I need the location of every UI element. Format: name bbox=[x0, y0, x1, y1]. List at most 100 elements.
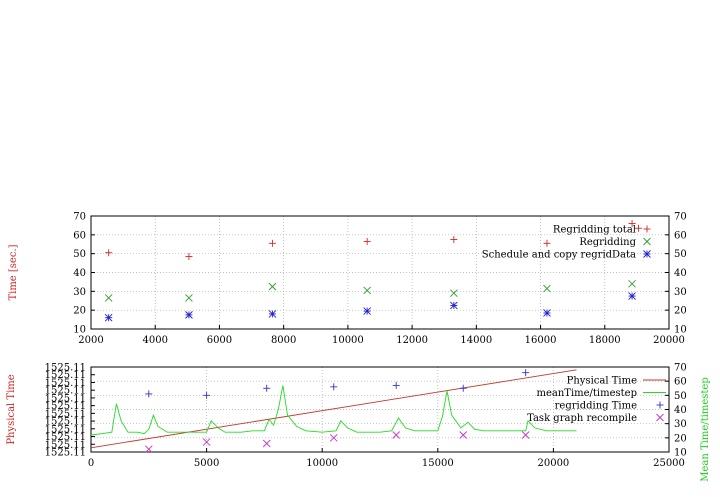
top-ticks: 2000 4000 6000 8000 10000 12000 14000 16000 1800… bbox=[73, 212, 686, 347]
top-series-1-point bbox=[104, 294, 113, 302]
top-series-2-point bbox=[268, 310, 277, 318]
bottom-x-tick-label: 25000 bbox=[653, 458, 685, 469]
top-y-tick-label: 50 bbox=[73, 249, 86, 260]
top-legend-marker-d2 bbox=[643, 237, 651, 246]
top-y2-tick-label: 40 bbox=[674, 268, 687, 279]
top-y2-tick-label: 10 bbox=[674, 325, 687, 336]
bottom-y2-tick-label: 40 bbox=[674, 405, 687, 416]
bottom-y-tick-label: 1525.11 bbox=[45, 448, 86, 459]
bottom-y2-tick-label: 10 bbox=[674, 448, 687, 459]
bottom-series-3-point bbox=[144, 445, 153, 453]
bottom-series-2-point bbox=[459, 384, 467, 392]
top-y2-tick-label: 30 bbox=[674, 287, 687, 298]
bottom-y-tick-label: 1525.11 bbox=[45, 386, 86, 397]
top-y2-tick-label: 70 bbox=[674, 212, 687, 223]
top-series-0-point bbox=[105, 249, 113, 257]
top-series-2-point bbox=[450, 301, 458, 310]
top-series-2-point-d2 bbox=[363, 307, 371, 315]
top-y-tick-label: 30 bbox=[73, 287, 86, 298]
top-series-0-point bbox=[634, 224, 642, 232]
bottom-series-3-point bbox=[459, 431, 468, 439]
top-y2-tick-label: 20 bbox=[674, 306, 687, 317]
bottom-y-tick-label: 1525.11 bbox=[45, 424, 86, 435]
top-series-1-point bbox=[185, 294, 193, 302]
bottom-series-3-point-d2 bbox=[521, 431, 530, 439]
top-y-tick-label: 40 bbox=[73, 268, 86, 279]
top-y-tick-label: 10 bbox=[73, 325, 86, 336]
top-y-tick-label: 70 bbox=[73, 212, 86, 223]
bottom-y-axis-label: Physical Time bbox=[6, 374, 17, 444]
top-series-0-point bbox=[628, 220, 636, 228]
top-x-tick-label: 12000 bbox=[396, 335, 428, 346]
top-legend-label: Schedule and copy regridData bbox=[482, 250, 636, 261]
bottom-series-3-point-d2 bbox=[202, 438, 211, 446]
top-x-tick-label: 20000 bbox=[653, 335, 685, 346]
top-series-1-point bbox=[363, 286, 371, 295]
bottom-y-tick-label: 1525.11 bbox=[45, 370, 86, 381]
top-legend-marker-d2 bbox=[643, 250, 651, 258]
bottom-legend-label: meanTime/timestep bbox=[536, 388, 637, 399]
bottom-x-tick-label: 20000 bbox=[537, 458, 569, 469]
top-series-0-point bbox=[185, 252, 193, 260]
top-legend-marker bbox=[643, 225, 651, 233]
top-series-2-point-d2 bbox=[268, 310, 277, 318]
bottom-series-3-point bbox=[202, 438, 211, 446]
top-y2-tick-label: 60 bbox=[674, 230, 687, 241]
top-x-tick-label: 14000 bbox=[460, 335, 492, 346]
top-legend-label: Regridding bbox=[579, 237, 636, 248]
bottom-y-tick-label: 1525.11 bbox=[45, 440, 86, 451]
bottom-series-3-point-d2 bbox=[329, 434, 338, 442]
bottom-series-2-point bbox=[263, 384, 271, 392]
top-series-2-point bbox=[363, 307, 371, 315]
bottom-y2-tick-label: 60 bbox=[674, 377, 687, 388]
bottom-series-3-point bbox=[521, 431, 530, 439]
top-x-tick-label: 6000 bbox=[207, 335, 232, 346]
bottom-series-3-point-d2 bbox=[459, 431, 468, 439]
top-legend-marker bbox=[643, 250, 651, 258]
top-x-tick-label: 2000 bbox=[78, 335, 103, 346]
bottom-ticks: 0 5000 10000 15000 20000 250001525.111525.111… bbox=[45, 363, 687, 470]
top-series-1-point-d2 bbox=[450, 289, 458, 298]
top-series-1-point-d2 bbox=[363, 286, 371, 295]
bottom-series-3-point bbox=[262, 439, 271, 448]
bottom-y-tick-label: 1525.11 bbox=[45, 378, 86, 389]
bottom-series-2-point bbox=[522, 369, 530, 377]
top-y-tick-label: 20 bbox=[73, 306, 86, 317]
top-series-0-point bbox=[363, 237, 371, 245]
top-panel: 2000 4000 6000 8000 10000 12000 14000 16000 1800… bbox=[8, 212, 687, 347]
bottom-x-tick-label: 15000 bbox=[422, 458, 454, 469]
bottom-y-tick-label: 1525.11 bbox=[45, 432, 86, 443]
top-series-2-point bbox=[104, 313, 113, 322]
bottom-y-tick-label: 1525.11 bbox=[45, 409, 86, 420]
bottom-series-1-line bbox=[90, 385, 577, 436]
bottom-series-3-point-d2 bbox=[262, 439, 271, 448]
bottom-y2-tick-label: 20 bbox=[674, 433, 687, 444]
top-legend-marker bbox=[643, 237, 651, 246]
top-series-1-point bbox=[450, 289, 458, 298]
bottom-series-2-point bbox=[330, 383, 338, 391]
bottom-y2-tick-label: 70 bbox=[674, 363, 687, 374]
bottom-legend-label: Physical Time bbox=[567, 376, 637, 387]
bottom-y2-tick-label: 50 bbox=[674, 391, 687, 402]
bottom-y-tick-label: 1525.11 bbox=[45, 393, 86, 404]
bottom-series-2-point bbox=[392, 381, 400, 389]
top-legend-label: Regridding total bbox=[553, 225, 636, 236]
top-series-2-point-d2 bbox=[543, 309, 551, 317]
top-series-1-point-d2 bbox=[104, 294, 113, 302]
bottom-series-3-point-d2 bbox=[392, 431, 401, 439]
top-x-tick-label: 16000 bbox=[525, 335, 557, 346]
bottom-y-tick-label: 1525.11 bbox=[45, 363, 86, 374]
top-y-axis-label: Time [sec.] bbox=[8, 244, 19, 300]
bottom-series-3-point bbox=[392, 431, 401, 439]
bottom-legend-marker bbox=[656, 401, 664, 409]
top-series-2-point bbox=[543, 309, 551, 317]
bottom-y-tick-label: 1525.11 bbox=[45, 401, 86, 412]
bottom-legend-label: Task graph recompile bbox=[527, 413, 637, 424]
top-series-1-point-d2 bbox=[185, 294, 193, 302]
bottom-panel: 0 5000 10000 15000 20000 250001525.111525.111… bbox=[6, 363, 711, 482]
top-x-tick-label: 10000 bbox=[332, 335, 364, 346]
top-x-tick-label: 18000 bbox=[589, 335, 621, 346]
top-series-1-point-d2 bbox=[628, 279, 636, 288]
